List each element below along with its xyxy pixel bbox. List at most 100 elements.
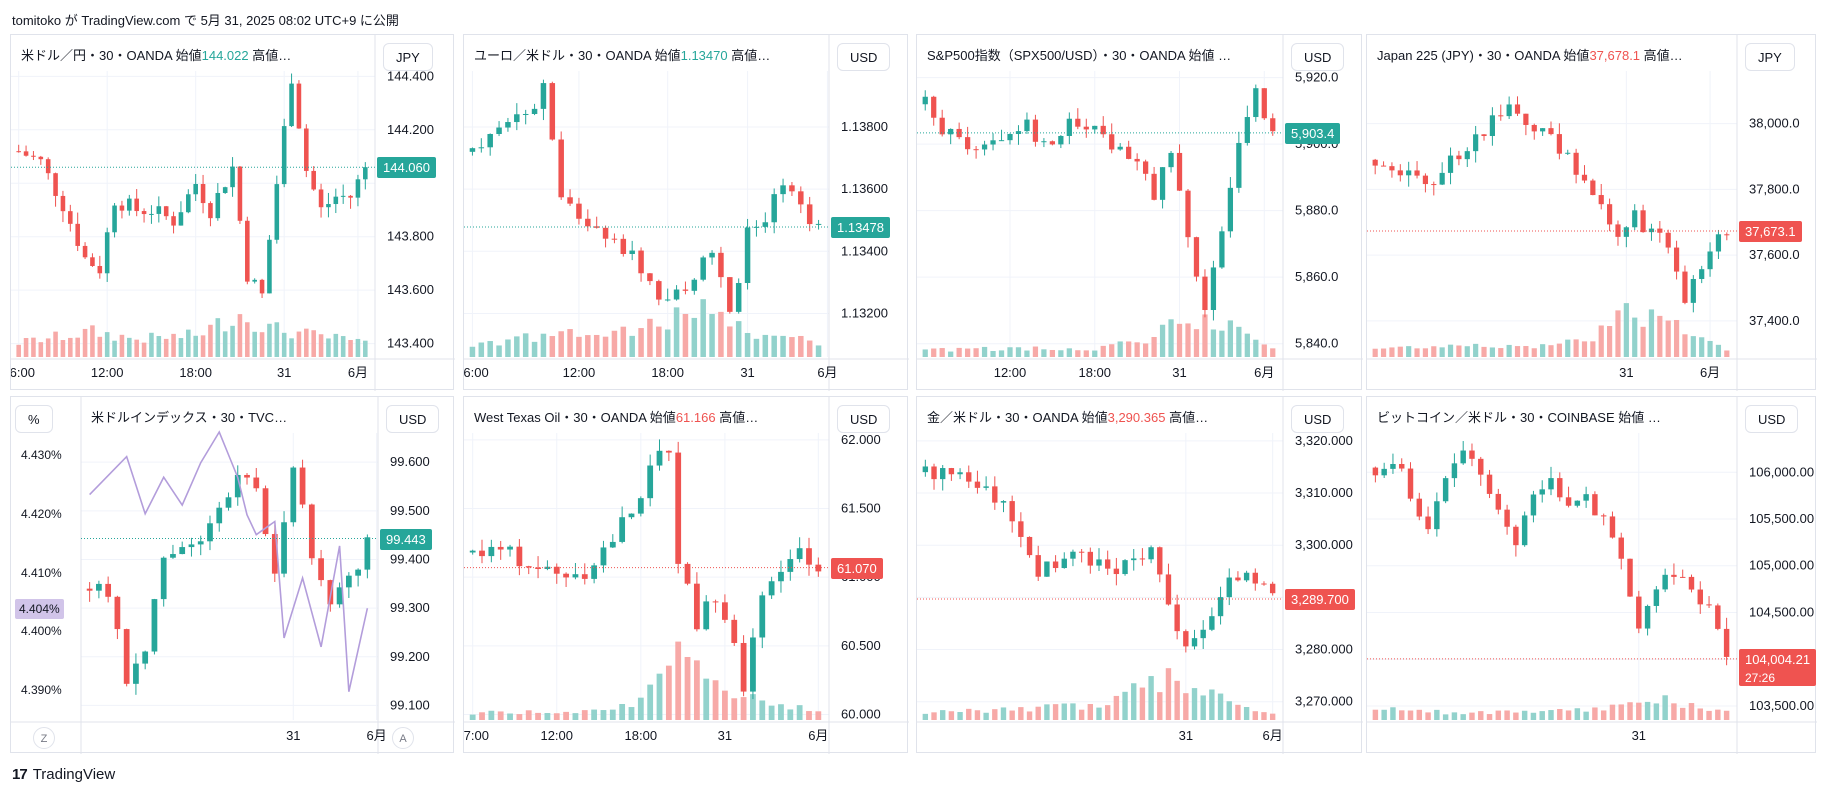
candle-body[interactable]	[693, 583, 700, 630]
candle-body[interactable]	[1583, 494, 1589, 501]
candle-body[interactable]	[1523, 113, 1529, 125]
candle-body[interactable]	[700, 257, 706, 280]
candle-body[interactable]	[289, 83, 294, 127]
candle-body[interactable]	[1235, 577, 1241, 581]
candle-body[interactable]	[591, 565, 598, 579]
candle-body[interactable]	[1627, 558, 1633, 597]
candle-body[interactable]	[1261, 583, 1267, 585]
candle-body[interactable]	[340, 195, 346, 197]
candle-body[interactable]	[778, 571, 784, 582]
candle-body[interactable]	[90, 257, 95, 266]
candle-body[interactable]	[1126, 146, 1132, 159]
chart-title[interactable]: ビットコイン／米ドル・30・COINBASE 始値 …	[1377, 407, 1661, 426]
candle-body[interactable]	[1431, 184, 1437, 186]
candle-body[interactable]	[267, 239, 272, 294]
candle-body[interactable]	[1447, 155, 1454, 173]
chart-panel[interactable]: 31 6月 99.100 99.200 99.300 99.400 99.500 99.600…	[10, 396, 455, 754]
candle-body[interactable]	[780, 185, 786, 195]
candle-body[interactable]	[771, 194, 777, 223]
candle-body[interactable]	[68, 211, 73, 224]
candle-body[interactable]	[479, 550, 485, 557]
candle-body[interactable]	[151, 599, 158, 652]
candle-body[interactable]	[602, 227, 609, 239]
candle-body[interactable]	[1469, 450, 1475, 459]
candle-body[interactable]	[149, 213, 154, 215]
candle-body[interactable]	[1270, 118, 1276, 132]
candle-body[interactable]	[684, 563, 691, 584]
candle-body[interactable]	[957, 472, 963, 475]
candle-body[interactable]	[789, 185, 795, 192]
chart-svg[interactable]: 06:00 12:00 18:00 31 6月 1.13200 1.13400 1.13600…	[464, 35, 909, 391]
candle-body[interactable]	[225, 497, 232, 508]
chart-title[interactable]: 米ドル／円・30・OANDA 始値144.022 高値…	[21, 45, 291, 64]
candle-body[interactable]	[299, 467, 306, 505]
candle-body[interactable]	[619, 517, 626, 542]
candle-body[interactable]	[1261, 88, 1267, 119]
candle-body[interactable]	[86, 588, 93, 591]
candle-body[interactable]	[1252, 572, 1258, 584]
candle-body[interactable]	[105, 583, 112, 597]
candle-body[interactable]	[531, 108, 538, 114]
candle-body[interactable]	[1104, 559, 1111, 569]
candle-body[interactable]	[540, 83, 547, 109]
candle-body[interactable]	[112, 205, 117, 233]
candle-body[interactable]	[1243, 572, 1250, 581]
chart-panel[interactable]: 31 6月 37,400.0 37,600.0 37,800.0 38,000.0 37,6…	[1366, 34, 1817, 391]
candle-body[interactable]	[992, 486, 998, 503]
candle-body[interactable]	[572, 574, 579, 578]
candle-body[interactable]	[1574, 500, 1581, 506]
candle-body[interactable]	[234, 474, 241, 498]
candle-body[interactable]	[1416, 498, 1423, 517]
candle-body[interactable]	[1372, 467, 1379, 476]
candle-body[interactable]	[1009, 501, 1015, 522]
candle-body[interactable]	[806, 548, 812, 565]
candle-body[interactable]	[274, 184, 280, 240]
candle-body[interactable]	[1715, 234, 1722, 252]
candle-body[interactable]	[981, 144, 988, 150]
chart-svg[interactable]: 316月3,270.0003,280.0003,290.0003,300.000…	[917, 397, 1363, 754]
candle-body[interactable]	[787, 559, 794, 572]
candle-body[interactable]	[585, 218, 591, 227]
candle-body[interactable]	[134, 198, 139, 212]
currency-button[interactable]: USD	[837, 405, 891, 433]
candle-body[interactable]	[1662, 574, 1668, 590]
candle-body[interactable]	[727, 277, 733, 312]
candle-body[interactable]	[1032, 119, 1039, 142]
candle-body[interactable]	[178, 212, 184, 226]
currency-button[interactable]: USD	[837, 43, 891, 71]
candle-body[interactable]	[1007, 134, 1013, 141]
candle-body[interactable]	[1506, 104, 1512, 117]
candle-body[interactable]	[1015, 131, 1022, 135]
candle-body[interactable]	[750, 637, 756, 692]
chart-svg[interactable]: 31 6月 99.100 99.200 99.300 99.400 99.500 99.600	[11, 397, 455, 754]
candle-body[interactable]	[96, 583, 102, 591]
candle-body[interactable]	[1096, 559, 1102, 566]
candle-body[interactable]	[1202, 276, 1208, 311]
candle-body[interactable]	[731, 619, 738, 643]
candle-body[interactable]	[673, 289, 680, 300]
candle-body[interactable]	[1113, 568, 1120, 575]
candle-body[interactable]	[1486, 474, 1493, 494]
candle-body[interactable]	[1217, 597, 1224, 617]
chart-title[interactable]: 米ドルインデックス・30・TVC…	[91, 407, 287, 426]
candle-body[interactable]	[722, 602, 728, 620]
candle-body[interactable]	[553, 566, 560, 574]
candle-body[interactable]	[1565, 152, 1571, 154]
candle-body[interactable]	[1390, 464, 1396, 469]
candle-body[interactable]	[1653, 589, 1660, 606]
chart-title[interactable]: S&P500指数（SPX500/USD）・30・OANDA 始値 …	[927, 45, 1231, 64]
currency-button[interactable]: USD	[386, 405, 440, 433]
candle-body[interactable]	[718, 252, 724, 278]
candle-body[interactable]	[1209, 616, 1215, 630]
candle-body[interactable]	[1075, 118, 1081, 127]
currency-button[interactable]: USD	[1291, 405, 1345, 433]
candle-body[interactable]	[974, 481, 981, 488]
candle-body[interactable]	[675, 452, 682, 564]
candle-body[interactable]	[740, 642, 747, 692]
candle-body[interactable]	[1648, 228, 1655, 233]
chart-panel[interactable]: 12:0018:00316月5,840.05,860.05,880.05,900…	[916, 34, 1363, 391]
candle-body[interactable]	[478, 147, 485, 149]
candle-body[interactable]	[1210, 267, 1217, 311]
candle-body[interactable]	[160, 557, 167, 600]
candle-body[interactable]	[296, 83, 302, 129]
